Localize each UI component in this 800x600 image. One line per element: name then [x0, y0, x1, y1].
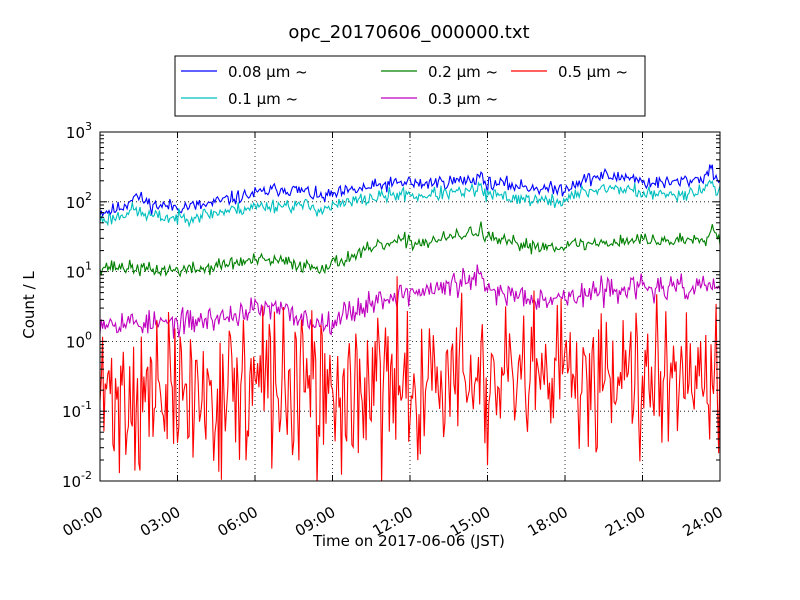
- series-line-3: [100, 264, 720, 339]
- y-axis-label: Count / L: [20, 271, 38, 339]
- x-tick-label: 03:00: [137, 503, 183, 540]
- legend-label-1: 0.1 μm ~: [228, 90, 298, 108]
- series-line-1: [100, 179, 720, 228]
- legend-label-2: 0.2 μm ~: [428, 63, 498, 81]
- y-tick-label: 103: [66, 120, 92, 142]
- grid-lines: [100, 132, 720, 481]
- legend-label-0: 0.08 μm ~: [228, 63, 308, 81]
- x-tick-label: 18:00: [525, 503, 571, 540]
- y-tick-label: 101: [66, 260, 92, 282]
- legend-box: [174, 55, 646, 117]
- series-layer: [100, 164, 720, 481]
- y-tick-label: 10-1: [62, 399, 92, 421]
- series-line-2: [100, 221, 720, 278]
- chart-title: opc_20170606_000000.txt: [288, 22, 529, 43]
- x-tick-label: 00:00: [60, 503, 106, 540]
- x-tick-label: 24:00: [680, 503, 726, 540]
- legend-label-3: 0.3 μm ~: [428, 90, 498, 108]
- x-axis-label: Time on 2017-06-06 (JST): [312, 532, 505, 550]
- legend-label-4: 0.5 μm ~: [558, 63, 628, 81]
- legend: 0.08 μm ~ 0.1 μm ~ 0.2 μm ~ 0.3 μm ~ 0.5 μm …: [174, 55, 646, 117]
- series-line-4: [100, 276, 720, 481]
- y-tick-label: 10-2: [62, 469, 92, 491]
- y-tick-label: 100: [66, 329, 92, 351]
- x-tick-label: 06:00: [215, 503, 261, 540]
- x-tick-label: 21:00: [602, 503, 648, 540]
- y-tick-label: 102: [66, 190, 92, 212]
- series-line-0: [100, 164, 720, 218]
